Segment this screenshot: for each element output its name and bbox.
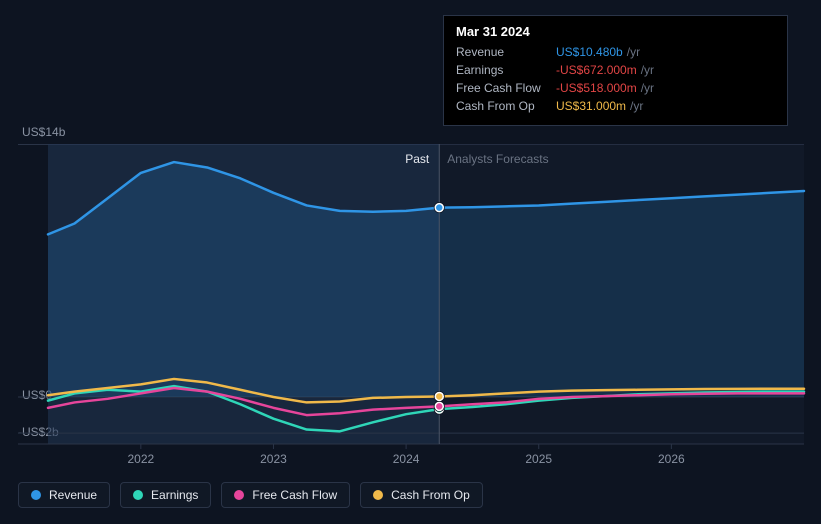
past-label: Past xyxy=(405,152,429,166)
legend-item-fcf[interactable]: Free Cash Flow xyxy=(221,482,350,508)
legend-swatch xyxy=(373,490,383,500)
hover-tooltip: Mar 31 2024 RevenueUS$10.480b/yrEarnings… xyxy=(443,15,788,126)
tooltip-row-value: US$10.480b xyxy=(556,43,623,61)
x-tick-label: 2025 xyxy=(525,452,552,466)
legend-item-cfo[interactable]: Cash From Op xyxy=(360,482,483,508)
forecast-label: Analysts Forecasts xyxy=(447,152,548,166)
plot-svg xyxy=(48,144,804,444)
tooltip-row-label: Free Cash Flow xyxy=(456,79,556,97)
tooltip-row-value: -US$672.000m xyxy=(556,61,637,79)
tooltip-row-cfo: Cash From OpUS$31.000m/yr xyxy=(456,97,775,115)
legend-label: Free Cash Flow xyxy=(252,488,337,502)
tooltip-row-label: Cash From Op xyxy=(456,97,556,115)
legend: Revenue Earnings Free Cash Flow Cash From O… xyxy=(18,482,483,508)
legend-swatch xyxy=(133,490,143,500)
tooltip-row-label: Revenue xyxy=(456,43,556,61)
legend-label: Cash From Op xyxy=(391,488,470,502)
y-tick-label-14b: US$14b xyxy=(22,125,65,139)
legend-label: Earnings xyxy=(151,488,198,502)
legend-swatch xyxy=(234,490,244,500)
tooltip-row-unit: /yr xyxy=(641,61,654,79)
tooltip-row-revenue: RevenueUS$10.480b/yr xyxy=(456,43,775,61)
tooltip-row-unit: /yr xyxy=(641,79,654,97)
tooltip-row-value: US$31.000m xyxy=(556,97,626,115)
legend-swatch xyxy=(31,490,41,500)
tooltip-row-fcf: Free Cash Flow-US$518.000m/yr xyxy=(456,79,775,97)
legend-label: Revenue xyxy=(49,488,97,502)
x-tick-label: 2026 xyxy=(658,452,685,466)
tooltip-row-earnings: Earnings-US$672.000m/yr xyxy=(456,61,775,79)
tooltip-date: Mar 31 2024 xyxy=(456,24,775,39)
tooltip-row-unit: /yr xyxy=(627,43,640,61)
tooltip-row-label: Earnings xyxy=(456,61,556,79)
legend-item-earnings[interactable]: Earnings xyxy=(120,482,211,508)
x-tick-label: 2022 xyxy=(127,452,154,466)
x-tick-label: 2024 xyxy=(393,452,420,466)
financial-forecast-chart: US$14b US$0 -US$2b Past Analysts Forecas… xyxy=(0,0,821,524)
tooltip-row-unit: /yr xyxy=(630,97,643,115)
legend-item-revenue[interactable]: Revenue xyxy=(18,482,110,508)
x-tick-label: 2023 xyxy=(260,452,287,466)
tooltip-row-value: -US$518.000m xyxy=(556,79,637,97)
plot-area[interactable] xyxy=(48,144,804,444)
